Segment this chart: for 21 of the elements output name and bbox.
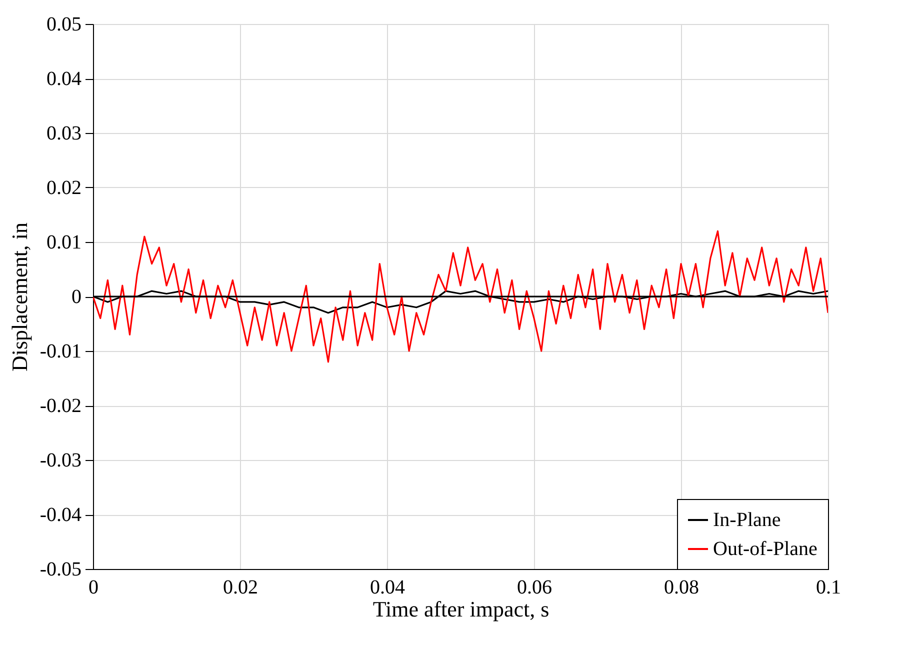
- y-tick-label: 0.04: [46, 68, 82, 90]
- y-tick-label: 0.03: [46, 122, 82, 144]
- x-tick-label: 0: [88, 576, 98, 598]
- y-tick-label: 0.05: [46, 14, 82, 36]
- x-axis-title: Time after impact, s: [372, 596, 550, 622]
- x-tick-label: 0.02: [223, 576, 258, 598]
- y-tick-label: -0.01: [40, 340, 82, 362]
- legend-label: Out-of-Plane: [713, 538, 818, 560]
- y-tick-label: -0.05: [40, 558, 82, 580]
- x-tick-label: 0.04: [370, 576, 405, 598]
- y-axis-title: Displacement, in: [6, 222, 32, 372]
- y-tick-label: 0.01: [46, 232, 82, 254]
- x-tick-label: 0.08: [664, 576, 699, 598]
- legend-label: In-Plane: [713, 509, 781, 531]
- y-tick-label: -0.03: [40, 450, 82, 472]
- y-tick-label: 0: [72, 286, 82, 308]
- x-tick-label: 0.06: [517, 576, 552, 598]
- y-tick-label: -0.02: [40, 395, 82, 417]
- y-tick-label: -0.04: [40, 504, 82, 526]
- y-tick-label: 0.02: [46, 177, 82, 199]
- x-tick-label: 0.1: [816, 576, 841, 598]
